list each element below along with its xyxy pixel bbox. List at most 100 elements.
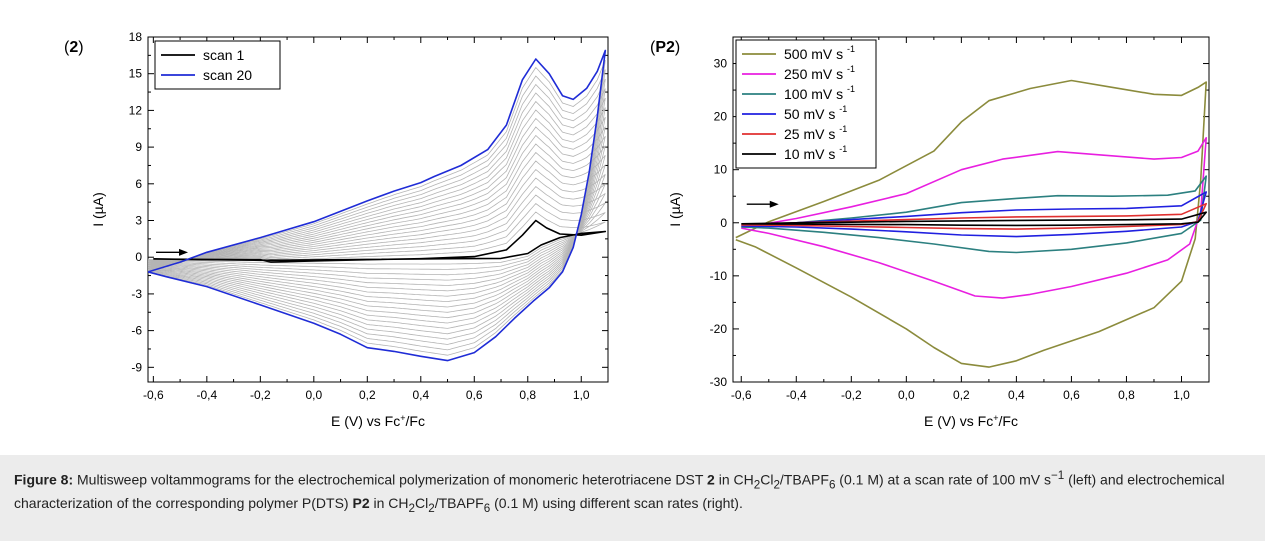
caption-text: /TBAPF xyxy=(434,495,484,512)
x-tick-label: -0,4 xyxy=(196,388,217,402)
legend-label: 25 mV s -1 xyxy=(784,124,847,142)
y-tick-label: 15 xyxy=(129,67,143,81)
y-tick-label: 30 xyxy=(714,57,728,71)
x-axis-label-sup: + xyxy=(993,413,998,423)
y-tick-label: 6 xyxy=(135,177,142,191)
caption-text: Multisweep voltammograms for the electro… xyxy=(73,471,708,488)
intermediate-scan-line xyxy=(148,126,606,319)
plot-frame xyxy=(147,36,609,383)
chart-panel-left: -0,6 -0,4 -0,2 0,0 0,2 0,4 0,6 0,8 1,0 -9 -6 -3 0 3 6 9… xyxy=(64,30,609,429)
caption-subscript: 2 xyxy=(753,478,761,492)
caption-text: (left) and electrochemical characterizat… xyxy=(14,471,1225,512)
x-tick-label: 1,0 xyxy=(573,388,590,402)
panel-label: (2) xyxy=(64,39,84,56)
legend-label: 10 mV s -1 xyxy=(784,144,847,162)
series-line xyxy=(741,175,1207,254)
legend-box xyxy=(735,39,877,169)
caption-subscript: 2 xyxy=(408,502,415,516)
legend-label-sup: -1 xyxy=(839,104,847,114)
figure-canvas: -0,6 -0,4 -0,2 0,0 0,2 0,4 0,6 0,8 1,0-9-6-30369… xyxy=(64,30,1210,429)
caption-text: (0.1 M) at a scan rate of 100 mV s xyxy=(835,471,1051,488)
intermediate-scan-line xyxy=(148,177,606,286)
x-tick-label: -0,2 xyxy=(841,388,862,402)
caption-text: in CH xyxy=(714,471,754,488)
x-axis-label-rest: /Fc xyxy=(406,413,425,429)
intermediate-scan-line xyxy=(148,116,606,324)
intermediate-scan-line xyxy=(148,185,606,281)
x-tick-label: -0,4 xyxy=(786,388,807,402)
y-tick-label: 9 xyxy=(135,140,142,154)
y-axis-label: I (µA) xyxy=(90,192,106,227)
x-tick-label: -0,6 xyxy=(731,388,752,402)
series-line xyxy=(153,219,607,263)
x-axis-label: E (V) vs Fc+/Fc xyxy=(924,413,1018,429)
x-axis-label-sup: + xyxy=(400,413,405,423)
panel-label-bold: 2 xyxy=(69,39,78,56)
caption-text: Cl xyxy=(415,495,429,512)
y-tick-label: -10 xyxy=(710,269,728,283)
chart-panel-right: -0,6 -0,4 -0,2 0,0 0,2 0,4 0,6 0,8 1,0 -30 -20 -10 0… xyxy=(650,36,1210,429)
intermediate-scan-line xyxy=(148,160,606,297)
x-tick-label: 0,4 xyxy=(1008,388,1025,402)
caption-subscript: 2 xyxy=(428,502,435,516)
legend-label: scan 20 xyxy=(203,67,252,83)
plot-frame xyxy=(732,36,1210,383)
caption-superscript: −1 xyxy=(1050,469,1065,482)
series-line xyxy=(741,191,1207,238)
y-tick-label: -30 xyxy=(710,375,728,389)
caption-figure-label: Figure 8: xyxy=(14,471,74,488)
x-tick-label: 0,8 xyxy=(519,388,536,402)
caption-text: /TBAPF xyxy=(779,471,829,488)
y-tick-label: 20 xyxy=(714,110,728,124)
x-tick-label: 0,0 xyxy=(898,388,915,402)
intermediate-scan-line xyxy=(148,168,606,292)
plot-area xyxy=(735,79,1207,368)
legend-label-sup: -1 xyxy=(847,64,855,74)
legend-label: 250 mV s -1 xyxy=(784,64,855,82)
legend-label: 500 mV s -1 xyxy=(784,44,855,62)
intermediate-scan-line xyxy=(148,97,606,335)
x-tick-label: 0,2 xyxy=(359,388,376,402)
scan-direction-arrowhead xyxy=(769,200,779,208)
scan-direction-arrowhead xyxy=(179,248,189,256)
caption-subscript: 6 xyxy=(483,502,491,516)
y-tick-label: -6 xyxy=(131,324,142,338)
intermediate-scan-line xyxy=(148,143,606,308)
caption-text: (0.1 M) using different scan rates (righ… xyxy=(490,495,743,512)
y-axis-label: I (µA) xyxy=(667,192,683,227)
x-tick-label: 1,0 xyxy=(1173,388,1190,402)
caption-subscript: 2 xyxy=(773,478,780,492)
x-tick-label: 0,0 xyxy=(305,388,322,402)
intermediate-scan-line xyxy=(148,151,606,303)
y-tick-label: 0 xyxy=(720,216,727,230)
legend-label-sup: -1 xyxy=(847,44,855,54)
panel-label-bold: P2 xyxy=(655,39,675,56)
y-tick-label: 3 xyxy=(135,214,142,228)
y-tick-label: -3 xyxy=(131,287,142,301)
x-tick-label: 0,2 xyxy=(953,388,970,402)
intermediate-scan-line xyxy=(148,134,606,313)
legend-box xyxy=(154,40,281,90)
legend-label: scan 1 xyxy=(203,47,244,63)
series-line xyxy=(148,49,607,362)
intermediate-scan-line xyxy=(148,194,606,276)
caption-polymer: P2 xyxy=(352,495,370,512)
caption-text: in CH xyxy=(369,495,409,512)
x-tick-label: -0,6 xyxy=(143,388,164,402)
legend-label: 100 mV s -1 xyxy=(784,84,855,102)
panel-label: (P2) xyxy=(650,39,680,56)
intermediate-scan-line xyxy=(148,88,606,340)
figure-caption: Figure 8: Multisweep voltammograms for t… xyxy=(0,455,1265,541)
series-line xyxy=(735,79,1207,368)
plot-area xyxy=(148,49,607,362)
y-tick-label: -20 xyxy=(710,322,728,336)
y-tick-label: 18 xyxy=(129,30,143,44)
caption-compound: 2 xyxy=(707,471,715,488)
y-tick-label: 0 xyxy=(135,250,142,264)
x-tick-label: 0,6 xyxy=(1063,388,1080,402)
x-tick-label: -0,2 xyxy=(250,388,271,402)
caption-subscript: 6 xyxy=(828,478,836,492)
legend-label-sup: -1 xyxy=(847,84,855,94)
y-tick-label: -9 xyxy=(131,360,142,374)
